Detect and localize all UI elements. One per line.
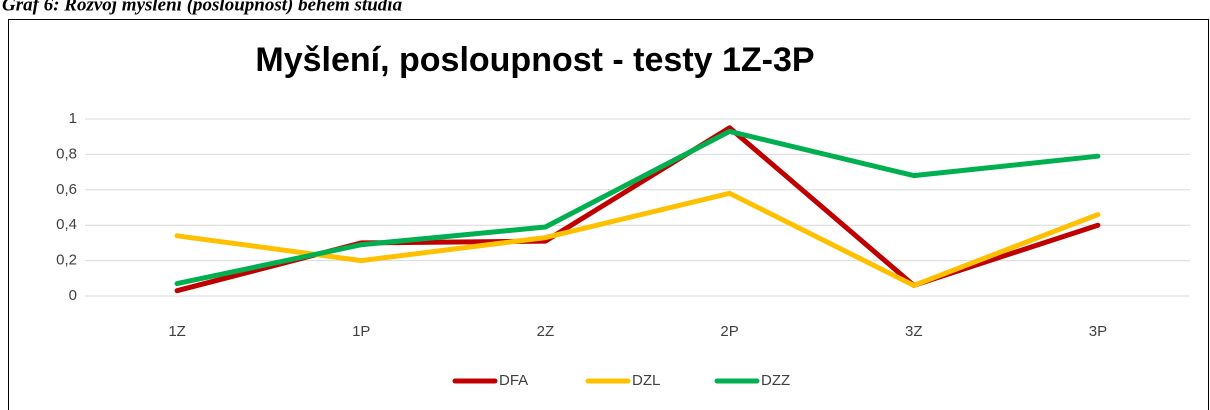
x-tick-label: 2Z: [537, 323, 555, 340]
chart-border: [8, 19, 1209, 410]
x-tick-label: 1P: [352, 323, 370, 340]
y-tick-label: 0: [69, 287, 77, 304]
series-line: [174, 190, 1101, 288]
x-tick-label: 1Z: [168, 323, 186, 340]
legend-label: DFA: [499, 372, 528, 389]
x-tick-label: 2P: [720, 323, 738, 340]
y-tick-label: 1: [69, 110, 77, 127]
x-tick-label: 3Z: [905, 323, 923, 340]
y-tick-label: 0,6: [56, 181, 77, 198]
chart-title: Myšlení, posloupnost - testy 1Z-3P: [255, 41, 814, 79]
y-tick-label: 0,2: [56, 252, 77, 269]
y-tick-label: 0,4: [56, 216, 77, 233]
y-tick-label: 0,8: [56, 145, 77, 162]
x-tick-label: 3P: [1089, 323, 1107, 340]
caption: Graf 6: Rozvoj myšlení (posloupnost) běh…: [2, 0, 403, 15]
legend-label: DZZ: [761, 372, 790, 389]
legend-label: DZL: [632, 372, 660, 389]
series-line: [174, 128, 1101, 287]
